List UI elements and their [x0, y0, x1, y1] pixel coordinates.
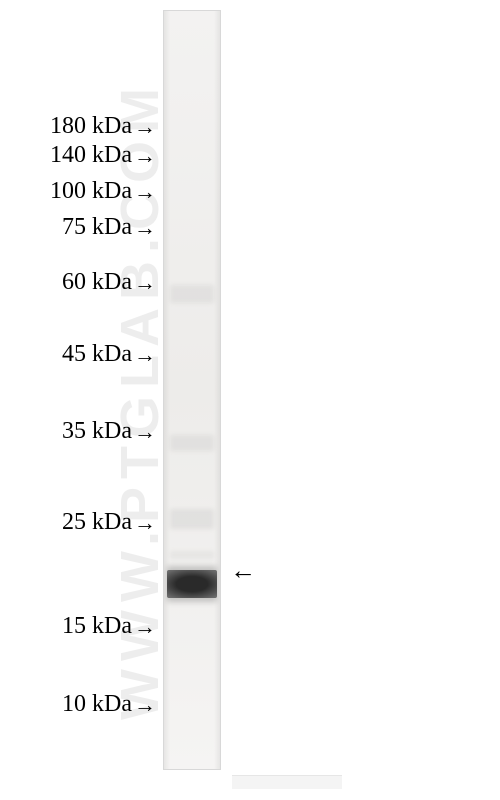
mw-marker-text: 15 kDa: [62, 613, 132, 640]
arrow-right-icon: →: [134, 215, 156, 241]
arrow-right-icon: →: [134, 614, 156, 640]
mw-marker: 15 kDa→: [62, 613, 156, 640]
mw-marker: 100 kDa→: [50, 178, 156, 205]
arrow-right-icon: →: [134, 270, 156, 296]
mw-marker-text: 140 kDa: [50, 142, 132, 169]
mw-marker: 10 kDa→: [62, 691, 156, 718]
mw-marker-text: 75 kDa: [62, 214, 132, 241]
blot-lane: [163, 10, 221, 770]
footer-strip: [232, 775, 342, 789]
mw-marker-text: 180 kDa: [50, 113, 132, 140]
faint-band: [170, 551, 215, 559]
arrow-right-icon: →: [134, 179, 156, 205]
lane-edge-left: [164, 11, 170, 769]
faint-band: [170, 435, 215, 451]
arrow-right-icon: →: [134, 342, 156, 368]
faint-band: [170, 509, 215, 529]
mw-marker: 180 kDa→: [50, 113, 156, 140]
mw-marker: 35 kDa→: [62, 418, 156, 445]
mw-marker-text: 45 kDa: [62, 341, 132, 368]
mw-marker: 45 kDa→: [62, 341, 156, 368]
lane-background: [164, 11, 220, 769]
arrow-right-icon: →: [134, 114, 156, 140]
mw-marker-text: 35 kDa: [62, 418, 132, 445]
arrow-right-icon: →: [134, 692, 156, 718]
lane-edge-right: [214, 11, 220, 769]
main-band: [167, 570, 216, 598]
mw-marker: 25 kDa→: [62, 509, 156, 536]
mw-marker-text: 25 kDa: [62, 509, 132, 536]
mw-marker: 60 kDa→: [62, 269, 156, 296]
arrow-right-icon: →: [134, 419, 156, 445]
arrow-right-icon: →: [134, 510, 156, 536]
arrow-right-icon: →: [134, 143, 156, 169]
faint-band: [170, 285, 215, 303]
mw-marker-text: 60 kDa: [62, 269, 132, 296]
mw-marker: 75 kDa→: [62, 214, 156, 241]
mw-marker-text: 10 kDa: [62, 691, 132, 718]
blot-figure: WWW.PTGLAB.COM 180 kDa→140 kDa→100 kDa→7…: [0, 0, 500, 799]
band-indicator-arrow: ←: [230, 555, 256, 586]
molecular-weight-ladder: 180 kDa→140 kDa→100 kDa→75 kDa→60 kDa→45…: [0, 0, 160, 799]
mw-marker: 140 kDa→: [50, 142, 156, 169]
mw-marker-text: 100 kDa: [50, 178, 132, 205]
